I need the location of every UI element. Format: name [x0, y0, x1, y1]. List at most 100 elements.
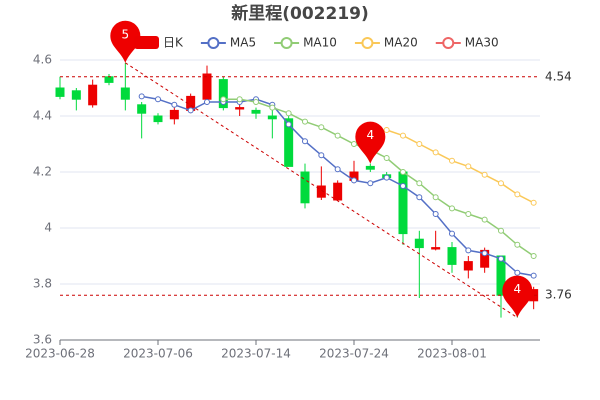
- ma-point: [383, 127, 390, 133]
- ma-point: [416, 141, 423, 147]
- candle-body: [463, 261, 473, 271]
- ma-point: [530, 253, 537, 259]
- ma-point: [465, 211, 472, 217]
- ma-point: [416, 194, 423, 201]
- legend-label: MA5: [230, 36, 256, 50]
- ma-line: [223, 98, 535, 257]
- candle-body: [267, 115, 277, 120]
- ma-point: [399, 183, 406, 189]
- candle-body: [235, 107, 245, 110]
- y-tick-label: 3.6: [33, 333, 52, 347]
- pin-label: 4: [367, 128, 375, 142]
- ma-point: [399, 132, 406, 139]
- pin-label: 4: [514, 282, 522, 296]
- ma-point: [514, 241, 521, 248]
- ma-point: [514, 191, 521, 198]
- legend-label: MA30: [465, 36, 499, 50]
- candle-body: [218, 79, 228, 109]
- ma-point: [285, 121, 292, 128]
- ma-point: [301, 138, 308, 145]
- x-tick-label: 2023-07-06: [123, 347, 193, 361]
- ma-point: [138, 93, 145, 100]
- ma-point: [220, 96, 227, 103]
- legend-label: MA20: [384, 36, 418, 50]
- candle-body: [316, 185, 326, 198]
- ma-point: [236, 96, 243, 103]
- legend-item: MA10: [274, 36, 337, 50]
- candle-body: [398, 171, 408, 235]
- ma-point: [171, 101, 178, 108]
- ma-point: [285, 110, 292, 117]
- ma-point: [448, 157, 455, 164]
- y-tick-label: 4.2: [33, 165, 52, 179]
- ma-point: [514, 269, 521, 276]
- legend-swatch: [207, 37, 220, 49]
- legend-item: MA30: [435, 36, 499, 50]
- pin: [110, 20, 141, 63]
- pin: [502, 275, 533, 318]
- ma-point: [465, 247, 472, 254]
- reference-label: 3.76: [545, 288, 572, 302]
- ma-point: [383, 155, 390, 161]
- candle-body: [88, 84, 98, 106]
- ma-point: [203, 99, 210, 105]
- ma-point: [318, 152, 325, 159]
- y-tick-label: 4: [44, 221, 52, 235]
- ma-point: [465, 163, 472, 170]
- ma-point: [497, 255, 504, 262]
- x-tick-label: 2023-07-24: [319, 347, 389, 361]
- ma-point: [399, 169, 406, 175]
- candle-body: [104, 76, 114, 83]
- candle-body: [202, 73, 212, 100]
- ma-point: [301, 118, 308, 125]
- ma-point: [432, 211, 439, 217]
- ma-point: [350, 141, 357, 147]
- ma-point: [481, 250, 488, 257]
- candle-body: [414, 238, 424, 249]
- ma-point: [350, 177, 357, 184]
- ma-point: [269, 104, 276, 111]
- candle-body: [153, 115, 163, 123]
- candle-body: [169, 109, 179, 120]
- ma-point: [481, 216, 488, 223]
- ma-point: [334, 132, 341, 139]
- candle-body: [300, 171, 310, 204]
- legend-swatch: [442, 37, 455, 49]
- ma-point: [448, 230, 455, 237]
- ma-point: [252, 99, 259, 105]
- ma-point: [497, 227, 504, 234]
- candle-body: [71, 90, 81, 100]
- candle-body: [251, 109, 261, 114]
- ma-point: [481, 171, 488, 178]
- x-tick-label: 2023-08-01: [417, 347, 487, 361]
- ma-point: [318, 124, 325, 131]
- x-tick-label: 2023-07-14: [221, 347, 291, 361]
- legend-label: MA10: [303, 36, 337, 50]
- candle-body: [447, 247, 457, 265]
- y-tick-label: 3.8: [33, 277, 52, 291]
- candle-body: [120, 87, 130, 100]
- ma-point: [530, 272, 537, 279]
- legend-item: MA20: [354, 36, 418, 50]
- y-tick-label: 4.4: [33, 109, 52, 123]
- ma-point: [154, 96, 161, 103]
- pin: [355, 121, 386, 164]
- ma-point: [367, 180, 374, 187]
- ma-point: [383, 174, 390, 181]
- legend-item: MA5: [200, 36, 256, 50]
- legend-swatch: [280, 37, 293, 49]
- x-tick-label: 2023-06-28: [25, 347, 95, 361]
- chart-title: 新里程(002219): [231, 3, 369, 24]
- candle-body: [137, 104, 147, 114]
- candle-body: [333, 182, 343, 201]
- ma-point: [448, 205, 455, 212]
- ma-point: [432, 149, 439, 156]
- ma-point: [530, 199, 537, 206]
- pin-label: 5: [122, 27, 130, 41]
- ma-point: [416, 180, 423, 187]
- y-tick-label: 4.6: [33, 53, 52, 67]
- candle-body: [55, 87, 65, 97]
- ma-point: [497, 180, 504, 187]
- candle-body: [365, 165, 375, 170]
